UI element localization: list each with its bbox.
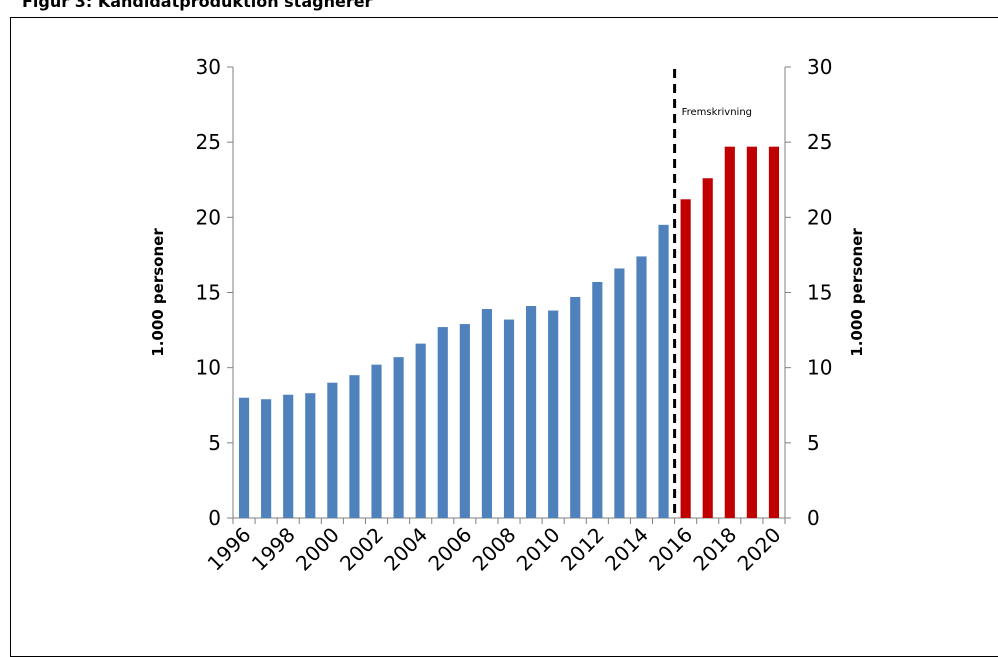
bar-2015 [658,224,669,518]
bar-2019 [746,146,757,518]
y-tick-label-right: 10 [807,356,832,380]
bar-2005 [437,327,448,518]
bar-2016 [680,199,691,518]
x-tick-label-2006: 2006 [423,523,476,576]
bar-1998 [283,394,294,518]
y-axis-title-left: 1.000 personer [149,228,167,357]
x-tick-label-2016: 2016 [644,523,697,576]
bar-2009 [526,306,537,518]
bars [238,146,780,518]
y-tick-label-right: 30 [807,55,832,79]
y-tick-label-left: 25 [196,130,221,154]
y-tick-label-left: 30 [196,55,221,79]
x-tick-label-1996: 1996 [203,523,256,576]
bar-2014 [636,256,647,518]
x-tick-label-2002: 2002 [335,523,388,576]
x-tick-label-2018: 2018 [688,523,741,576]
bar-2012 [592,281,603,518]
bar-2008 [503,319,515,518]
bar-2010 [548,310,559,518]
forecast-annotation: Fremskrivning [682,107,752,118]
x-tick-label-2020: 2020 [733,523,786,576]
y-tick-label-right: 25 [807,130,832,154]
x-tick-label-2004: 2004 [379,523,432,576]
x-tick-label-2008: 2008 [468,523,521,576]
x-tick-label-2000: 2000 [291,523,344,576]
bar-2011 [570,297,581,518]
bar-2004 [415,343,426,518]
bar-2003 [393,357,404,518]
y-tick-label-right: 5 [807,431,820,455]
bar-2006 [459,324,470,518]
bar-2018 [724,146,735,518]
y-tick-label-left: 20 [196,205,221,229]
y-tick-label-left: 15 [196,281,221,305]
x-tick-label-2014: 2014 [600,523,653,576]
y-tick-label-right: 15 [807,281,832,305]
bar-1997 [261,399,272,518]
bar-2000 [327,382,338,518]
x-tick-label-2012: 2012 [556,523,609,576]
bar-2017 [702,178,713,518]
chart-title: Figur 3: Kandidatproduktion stagnerer [22,0,373,11]
x-tick-label-2010: 2010 [512,523,565,576]
y-tick-label-right: 0 [807,506,820,530]
bar-2007 [481,309,492,518]
bar-1996 [238,397,250,518]
x-tick-label-1998: 1998 [247,523,300,576]
y-tick-label-left: 10 [196,356,221,380]
bar-2002 [371,364,382,518]
bar-2013 [614,268,625,518]
bar-1999 [305,393,316,518]
y-tick-label-left: 0 [208,506,221,530]
y-axis-title-right: 1.000 personer [848,228,866,357]
bar-2001 [349,375,360,518]
y-tick-label-right: 20 [807,205,832,229]
y-tick-label-left: 5 [208,431,221,455]
bar-2020 [768,146,780,518]
